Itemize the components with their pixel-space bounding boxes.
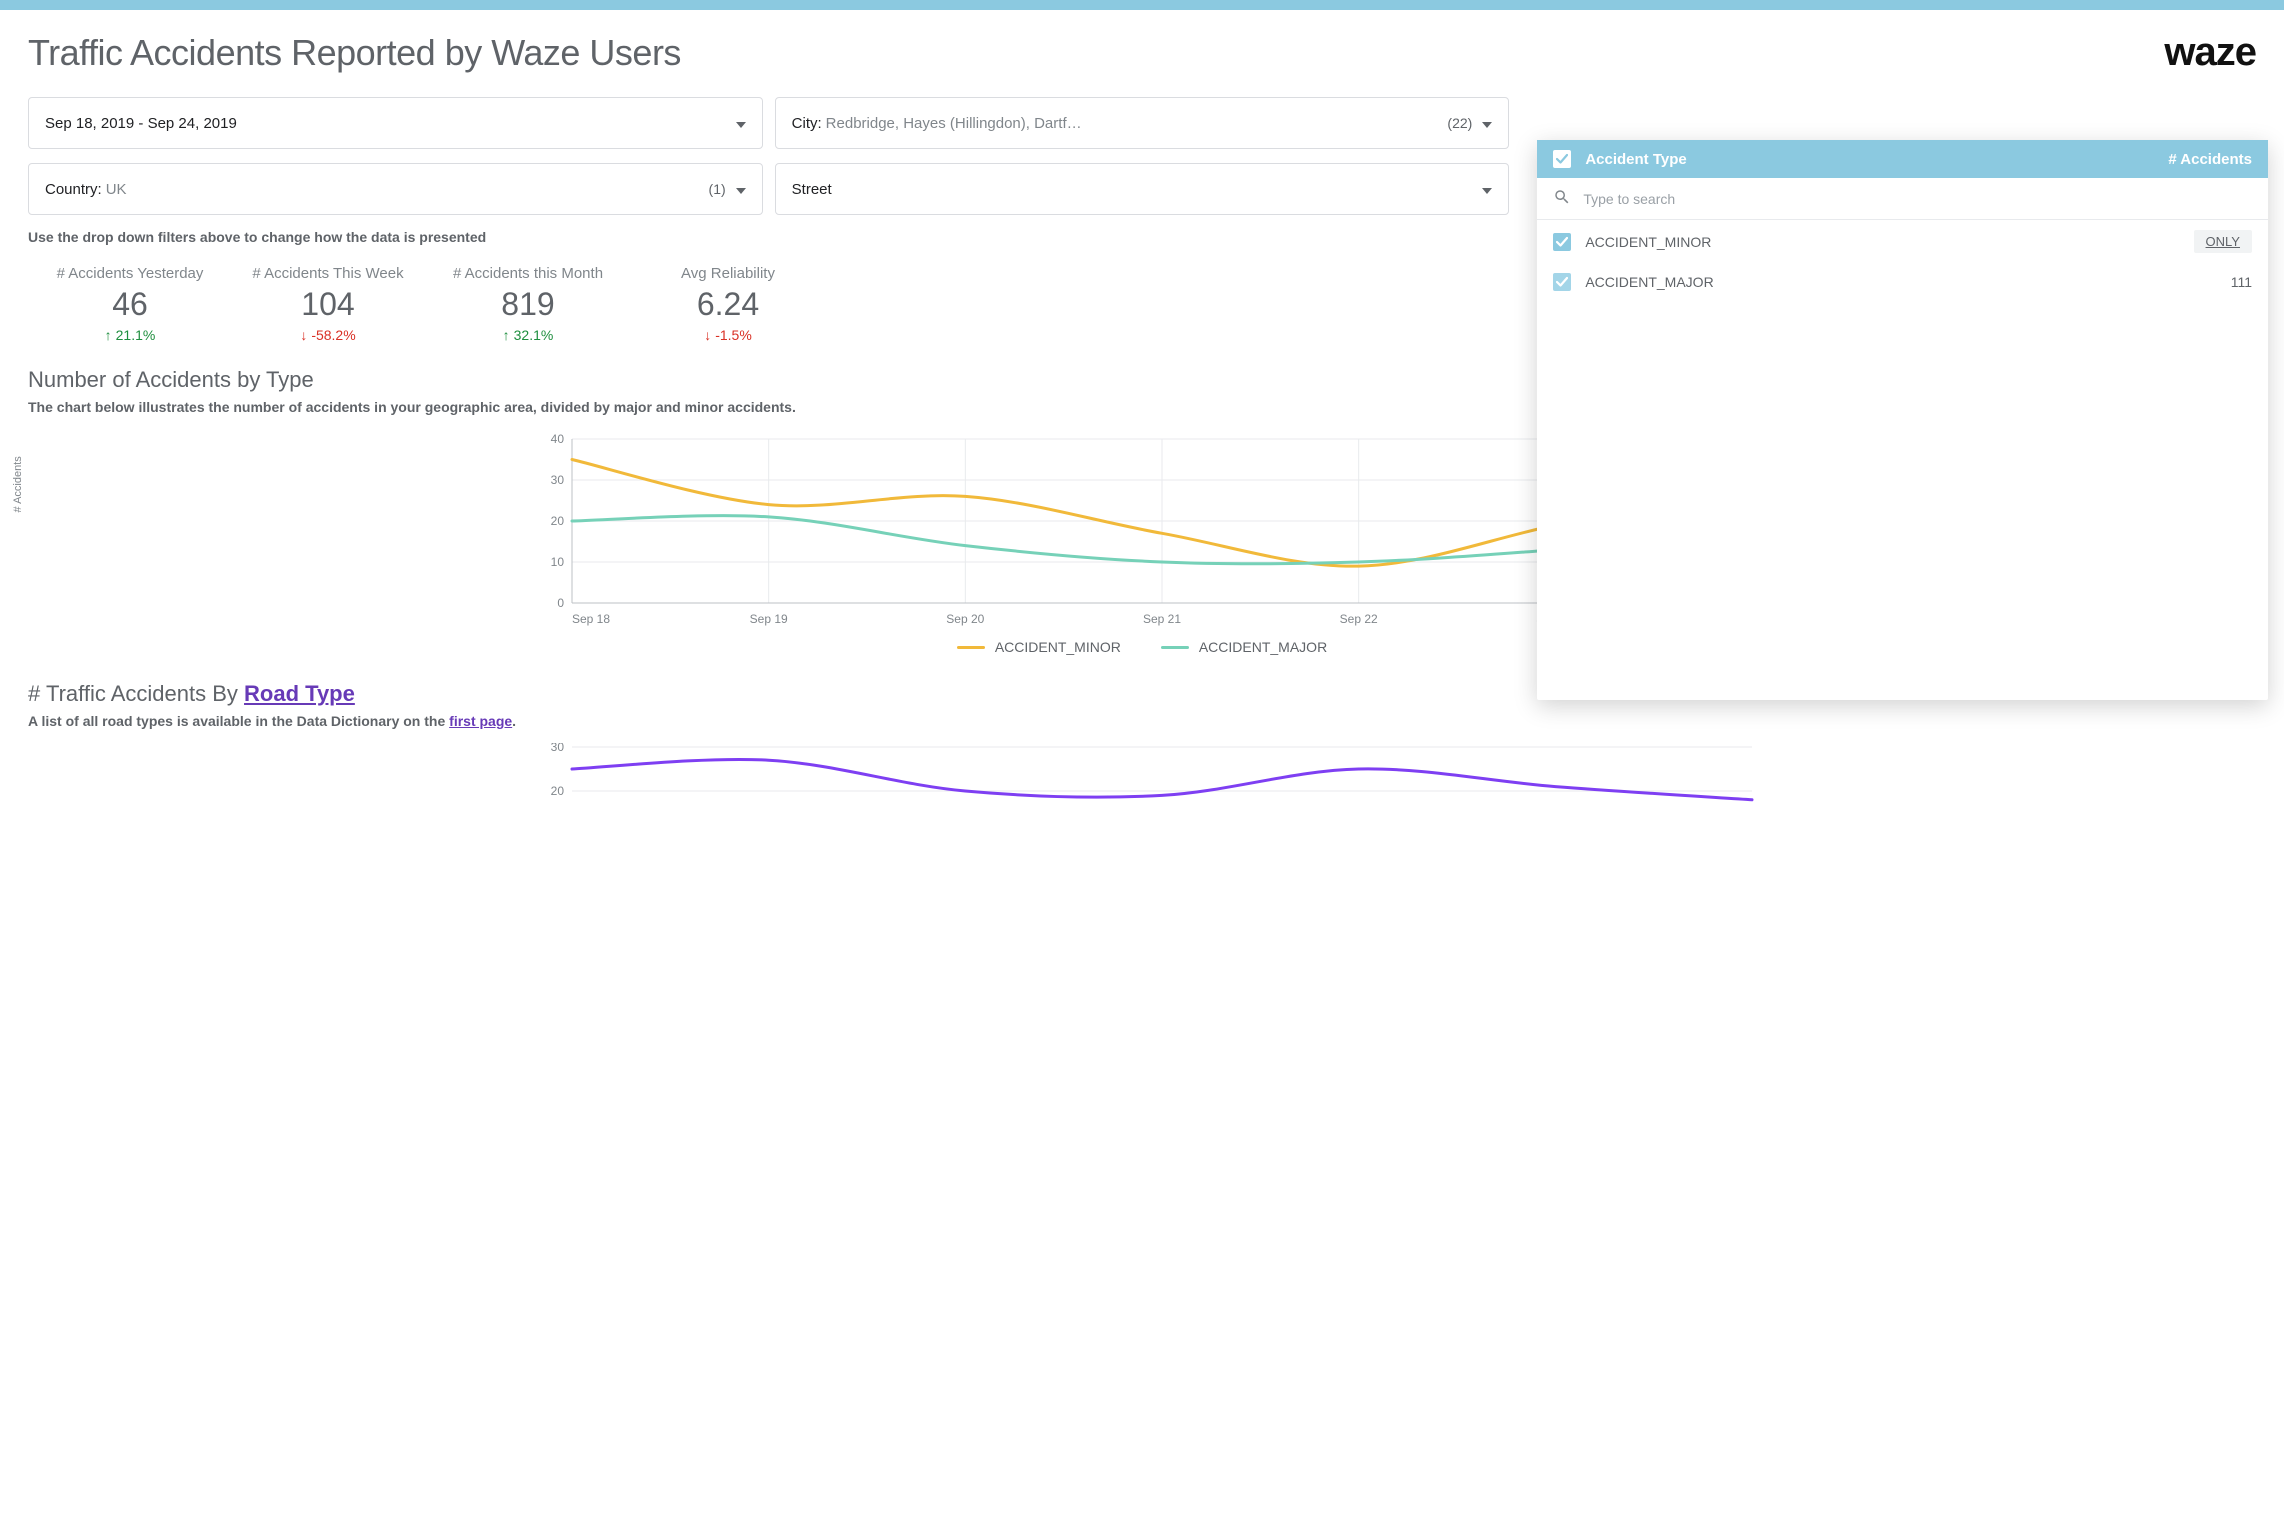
- panel-items: ACCIDENT_MINOR ONLY ACCIDENT_MAJOR 111: [1537, 220, 2268, 301]
- panel-col2-label: # Accidents: [2168, 151, 2252, 168]
- chevron-down-icon: [736, 181, 746, 198]
- svg-text:Sep 20: Sep 20: [946, 612, 984, 626]
- only-button[interactable]: ONLY: [2194, 230, 2252, 253]
- date-range-value: Sep 18, 2019 - Sep 24, 2019: [45, 115, 237, 132]
- chart1-yaxis-label: # Accidents: [12, 456, 24, 512]
- svg-text:Sep 22: Sep 22: [1340, 612, 1378, 626]
- kpi-delta-value: -1.5%: [715, 327, 752, 343]
- kpi-card: Avg Reliability 6.24 ↓ -1.5%: [628, 265, 828, 343]
- legend-item: ACCIDENT_MAJOR: [1161, 639, 1327, 655]
- kpi-label: # Accidents Yesterday: [32, 265, 228, 282]
- kpi-value: 819: [428, 286, 628, 323]
- legend-swatch: [957, 646, 985, 649]
- first-page-link[interactable]: first page: [449, 713, 512, 729]
- panel-header: Accident Type # Accidents: [1537, 140, 2268, 178]
- kpi-delta-value: 32.1%: [514, 327, 554, 343]
- city-dropdown[interactable]: City: Redbridge, Hayes (Hillingdon), Dar…: [775, 97, 1510, 149]
- country-dropdown[interactable]: Country: UK (1): [28, 163, 763, 215]
- svg-text:20: 20: [551, 784, 565, 798]
- option-label: ACCIDENT_MINOR: [1585, 234, 1711, 250]
- chevron-down-icon: [1482, 181, 1492, 198]
- arrow-up-icon: ↑: [503, 327, 510, 343]
- svg-text:Sep 18: Sep 18: [572, 612, 610, 626]
- svg-text:0: 0: [557, 596, 564, 610]
- svg-text:30: 30: [551, 743, 565, 754]
- panel-option[interactable]: ACCIDENT_MINOR ONLY: [1537, 220, 2268, 263]
- option-count: 111: [2231, 274, 2252, 290]
- option-label: ACCIDENT_MAJOR: [1585, 274, 1713, 290]
- checkbox-icon[interactable]: [1553, 273, 1571, 291]
- top-accent-bar: [0, 0, 2284, 10]
- svg-text:Sep 21: Sep 21: [1143, 612, 1181, 626]
- accident-type-dropdown-panel: Accident Type # Accidents ACCIDENT_MINOR…: [1537, 140, 2268, 700]
- panel-search-input[interactable]: [1583, 191, 2252, 207]
- kpi-delta: ↑ 32.1%: [428, 327, 628, 343]
- city-label: City:: [792, 115, 822, 132]
- date-range-dropdown[interactable]: Sep 18, 2019 - Sep 24, 2019: [28, 97, 763, 149]
- header-row: Traffic Accidents Reported by Waze Users…: [28, 30, 2256, 75]
- kpi-card: # Accidents This Week 104 ↓ -58.2%: [228, 265, 428, 343]
- page-container: Traffic Accidents Reported by Waze Users…: [0, 10, 2284, 813]
- kpi-label: # Accidents this Month: [428, 265, 628, 282]
- kpi-label: Avg Reliability: [628, 265, 828, 282]
- panel-col1-label: Accident Type: [1585, 151, 1686, 168]
- street-label: Street: [792, 181, 832, 198]
- city-count: (22): [1447, 115, 1472, 131]
- legend-label: ACCIDENT_MINOR: [995, 639, 1121, 655]
- kpi-delta: ↓ -1.5%: [628, 327, 828, 343]
- street-dropdown[interactable]: Street: [775, 163, 1510, 215]
- legend-label: ACCIDENT_MAJOR: [1199, 639, 1327, 655]
- chevron-down-icon: [1482, 115, 1492, 132]
- svg-text:30: 30: [551, 473, 565, 487]
- kpi-delta: ↑ 21.1%: [32, 327, 228, 343]
- svg-text:40: 40: [551, 432, 565, 446]
- svg-text:20: 20: [551, 514, 565, 528]
- kpi-delta: ↓ -58.2%: [228, 327, 428, 343]
- svg-text:10: 10: [551, 555, 565, 569]
- search-icon: [1553, 188, 1583, 209]
- panel-option[interactable]: ACCIDENT_MAJOR 111: [1537, 263, 2268, 301]
- country-label: Country:: [45, 181, 102, 198]
- kpi-value: 6.24: [628, 286, 828, 323]
- city-value: Redbridge, Hayes (Hillingdon), Dartf…: [826, 115, 1440, 132]
- kpi-delta-value: -58.2%: [311, 327, 355, 343]
- select-all-checkbox[interactable]: [1553, 150, 1571, 168]
- country-count: (1): [709, 181, 726, 197]
- checkbox-icon[interactable]: [1553, 233, 1571, 251]
- panel-search-row: [1537, 178, 2268, 220]
- page-title: Traffic Accidents Reported by Waze Users: [28, 32, 681, 74]
- country-value: UK: [106, 181, 127, 198]
- svg-text:Sep 19: Sep 19: [750, 612, 788, 626]
- kpi-label: # Accidents This Week: [228, 265, 428, 282]
- waze-logo: waze: [2164, 30, 2256, 75]
- kpi-card: # Accidents Yesterday 46 ↑ 21.1%: [28, 265, 228, 343]
- chart2-container: 2030: [28, 743, 2256, 813]
- legend-swatch: [1161, 646, 1189, 649]
- arrow-up-icon: ↑: [105, 327, 112, 343]
- road-type-link[interactable]: Road Type: [244, 681, 355, 706]
- arrow-down-icon: ↓: [300, 327, 307, 343]
- kpi-value: 46: [32, 286, 228, 323]
- kpi-card: # Accidents this Month 819 ↑ 32.1%: [428, 265, 628, 343]
- legend-item: ACCIDENT_MINOR: [957, 639, 1121, 655]
- chart2-svg: 2030: [28, 743, 2256, 813]
- arrow-down-icon: ↓: [704, 327, 711, 343]
- chart2-subtitle: A list of all road types is available in…: [28, 713, 2256, 729]
- chevron-down-icon: [736, 115, 746, 132]
- kpi-delta-value: 21.1%: [116, 327, 156, 343]
- kpi-value: 104: [228, 286, 428, 323]
